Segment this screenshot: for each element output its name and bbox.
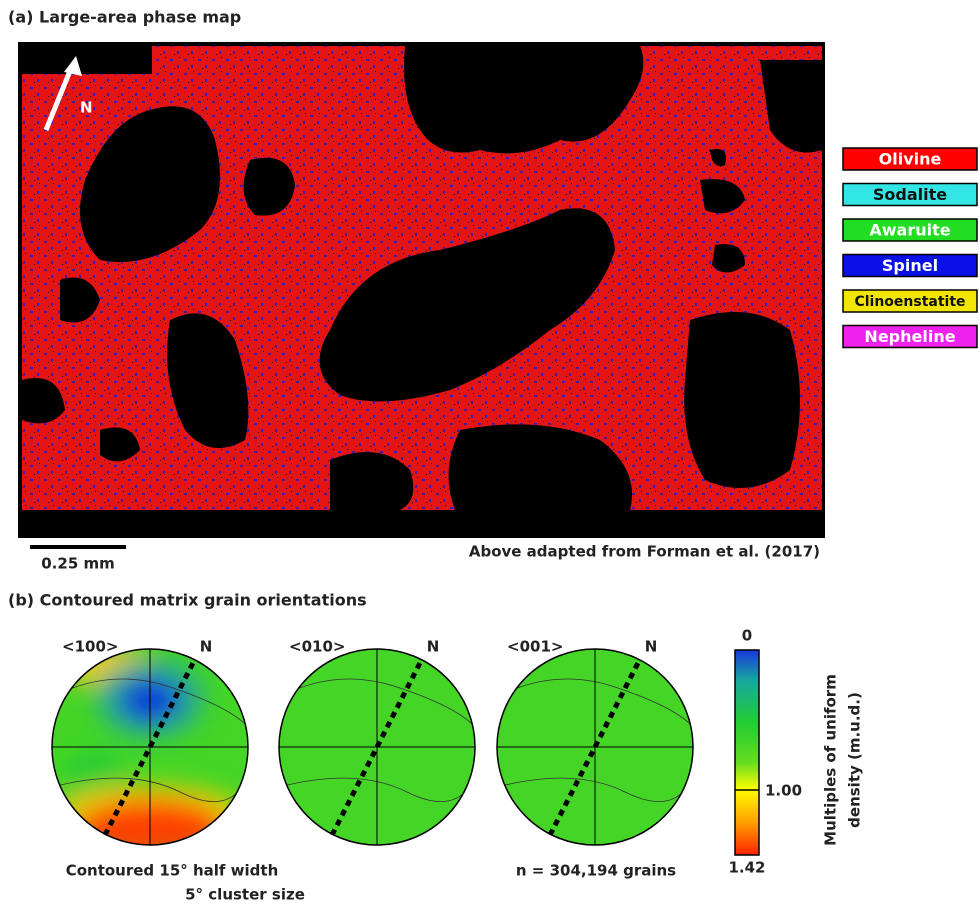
pole-outline: [496, 648, 694, 846]
legend-swatch: [842, 324, 978, 349]
note: 5° cluster size: [185, 886, 305, 904]
legend-label: Awaruite: [869, 221, 950, 240]
colorbar-title: density (m.u.d.): [846, 692, 864, 828]
pole-outline: [278, 648, 476, 846]
pole-label: <010>: [289, 638, 345, 656]
legend-swatch: [842, 253, 978, 278]
legend-swatch: [842, 147, 978, 171]
legend-swatch: [842, 289, 978, 313]
legend-label: Sodalite: [873, 185, 947, 204]
legend: Olivine Sodalite Awaruite Spinel Clinoenstat…: [842, 147, 978, 349]
colorbar: 0 1.00 1.42 Multiples of uniform density…: [728, 627, 863, 877]
pole-label: <100>: [62, 638, 118, 656]
legend-swatch: [842, 218, 978, 242]
colorbar-tick-label: 0: [742, 627, 752, 645]
legend-label: Spinel: [882, 256, 938, 275]
panel-b-title: (b) Contoured matrix grain orientations: [8, 591, 367, 610]
legend-label: Clinoenstatite: [854, 294, 965, 310]
pole-figures: <100> N <010> N <001> N: [51, 638, 694, 846]
colorbar-tick-label: 1.42: [728, 859, 765, 877]
legend-label: Nepheline: [864, 327, 955, 346]
pole-outline: [51, 648, 249, 846]
scale-bar-label: 0.25 mm: [41, 555, 115, 573]
attribution: Above adapted from Forman et al. (2017): [469, 543, 820, 561]
colorbar-title: Multiples of uniform: [822, 674, 840, 846]
pole-figure: <010> N: [278, 638, 476, 846]
note: n = 304,194 grains: [516, 862, 676, 880]
north-label: N: [80, 99, 93, 117]
north-label: N: [200, 638, 213, 656]
north-label: N: [427, 638, 440, 656]
pole-figure: <001> N: [496, 638, 694, 846]
legend-swatch: [842, 182, 978, 207]
note: Contoured 15° half width: [66, 862, 279, 880]
legend-label: Olivine: [879, 150, 942, 169]
pole-label: <001>: [507, 638, 563, 656]
phase-map: N: [18, 42, 825, 538]
colorbar-tick-label: 1.00: [765, 782, 802, 800]
north-label: N: [645, 638, 658, 656]
pole-figure: <100> N: [51, 638, 249, 846]
panel-a-title: (a) Large-area phase map: [8, 8, 241, 27]
